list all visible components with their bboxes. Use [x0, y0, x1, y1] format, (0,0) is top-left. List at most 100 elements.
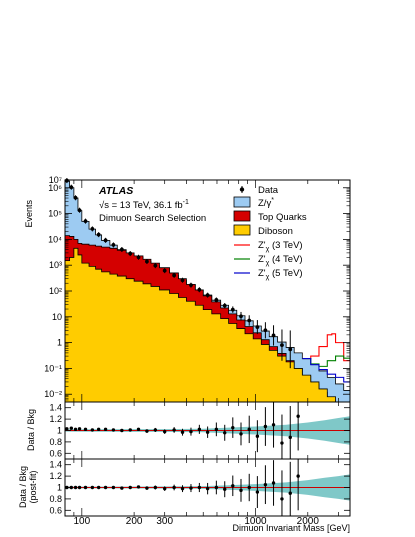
r1-point-marker: [223, 431, 227, 435]
r2-point: [280, 470, 284, 516]
data-point: [136, 254, 141, 260]
diboson-fill: [64, 247, 350, 403]
r1-point-marker: [145, 429, 149, 433]
r1-point-marker: [255, 434, 260, 438]
r2-y-tick-label: 1.2: [49, 471, 62, 481]
data-point: [255, 320, 260, 335]
signal-curve-5tev: [302, 358, 350, 383]
data-point-marker: [111, 243, 116, 247]
data-point: [69, 184, 74, 190]
r1-point-marker: [214, 427, 219, 432]
r2-point-marker: [145, 486, 149, 490]
data-point: [96, 232, 101, 238]
r2-point-marker: [96, 485, 101, 490]
data-point-marker: [247, 318, 252, 323]
r2-point: [172, 484, 176, 491]
r1-point-marker: [120, 428, 124, 433]
r1-point-marker: [296, 414, 300, 418]
data-point-marker: [96, 232, 101, 237]
data-point: [214, 297, 219, 303]
r2-point-marker: [205, 486, 210, 491]
r1-point: [111, 428, 116, 432]
data-point: [180, 277, 185, 283]
r1-point: [296, 402, 300, 451]
r1-point-marker: [153, 428, 158, 432]
r1-y-tick-label: 0.8: [49, 437, 62, 447]
r2-point: [136, 485, 141, 489]
x-tick-label: 200: [126, 516, 143, 527]
data-point-marker: [128, 251, 133, 256]
x-tick-label: 100: [73, 516, 90, 527]
r2-point-marker: [231, 484, 235, 488]
data-point: [189, 282, 193, 288]
x-tick-label: 1000: [244, 516, 267, 527]
r2-point: [296, 459, 300, 511]
ratio-panel-1: 0.60.81 1.21.4: [49, 401, 351, 460]
data-point-marker: [145, 259, 149, 264]
data-point-marker: [222, 303, 227, 308]
r2-point: [145, 486, 149, 490]
r2-point-marker: [288, 491, 292, 495]
r1-point: [247, 415, 251, 444]
legend-entry-zprime-5tev: Z'χ (5 TeV): [234, 268, 303, 281]
main-y-tick-label: 10⁴: [48, 234, 62, 244]
r1-point: [280, 414, 284, 459]
data-point: [73, 195, 78, 201]
r2-point-marker: [128, 485, 132, 490]
r1-point-marker: [271, 423, 276, 427]
r1-point: [239, 422, 243, 446]
ratio-2-y-axis-label: Data / Bkg: [18, 466, 28, 508]
data-point-marker: [180, 278, 185, 283]
legend-entry-zgamma: Z/γ*: [233, 196, 274, 209]
r1-point-marker: [65, 427, 69, 431]
data-point-marker: [90, 226, 95, 231]
x-axis-label: Dimuon Invariant Mass [GeV]: [232, 523, 350, 533]
ratio-1-x-ticks: [64, 402, 339, 459]
main-y-tick-label: 10⁻²: [44, 389, 62, 399]
legend-entry-top: Top Quarks: [233, 210, 307, 223]
r2-point: [103, 485, 108, 490]
r2-point-marker: [90, 485, 95, 490]
data-point-marker: [162, 268, 167, 273]
r2-point-marker: [180, 486, 185, 491]
main-y-axis-label: Events: [24, 200, 34, 228]
ratio-2-y-ticks: 0.60.81 1.21.4: [49, 460, 350, 515]
data-point: [111, 242, 116, 248]
r2-point: [255, 476, 260, 509]
r2-y-tick-label: 1: [57, 483, 62, 493]
data-point: [119, 247, 124, 253]
r2-point-marker: [77, 485, 82, 490]
r2-point: [271, 460, 276, 506]
legend-entry-diboson: Diboson: [233, 224, 293, 237]
r2-point-marker: [263, 482, 268, 487]
data-point: [280, 329, 284, 361]
r2-point: [180, 485, 185, 493]
r2-point: [288, 461, 292, 516]
r1-point-marker: [96, 427, 101, 432]
r1-point-marker: [83, 427, 88, 432]
data-point: [83, 218, 88, 224]
r2-point: [214, 480, 219, 495]
r1-point: [271, 402, 276, 448]
data-point: [153, 263, 158, 269]
data-point-marker: [73, 195, 78, 200]
data-point: [263, 322, 268, 339]
r1-point-marker: [77, 427, 82, 431]
r1-point: [197, 424, 202, 434]
r1-y-tick-label: 1.4: [49, 403, 62, 413]
r1-point-marker: [128, 428, 132, 432]
main-y-tick-label: 10⁵: [48, 209, 62, 219]
r2-point: [205, 482, 210, 495]
r1-point: [96, 427, 101, 432]
r2-point-marker: [172, 485, 176, 490]
data-point-marker: [69, 185, 74, 190]
r2-point-marker: [153, 485, 158, 490]
r1-point-marker: [103, 427, 108, 432]
data-point-marker: [205, 293, 210, 298]
r2-y-tick-label: 1.4: [49, 460, 62, 470]
r1-point: [65, 427, 69, 431]
legend-label-diboson: Diboson: [258, 226, 293, 237]
data-point-marker: [64, 178, 69, 183]
r2-point-marker: [111, 485, 116, 490]
r1-point: [205, 426, 210, 438]
